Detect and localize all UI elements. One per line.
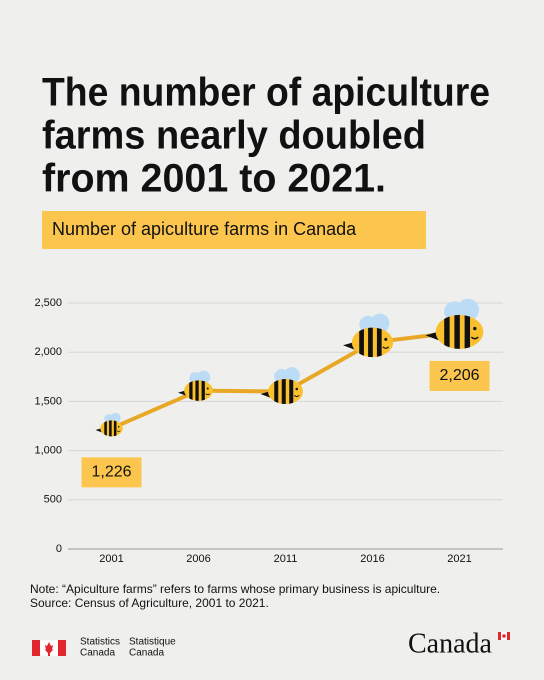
bee-stripe (189, 380, 193, 401)
bee-eye (117, 425, 120, 428)
x-tick-label: 2021 (447, 553, 471, 565)
bee-marker (95, 412, 123, 437)
bee-stinger (343, 342, 355, 350)
y-tick-label: 500 (44, 494, 62, 506)
flag (32, 640, 66, 656)
bee-stripe (359, 327, 364, 358)
bee-stripe (289, 379, 294, 405)
bee-eye (295, 387, 298, 391)
bee-stripe (444, 314, 450, 349)
bee-eye (473, 326, 477, 331)
chart-title: from 2001 to 2021. (42, 157, 386, 201)
bee-stripe (195, 380, 199, 401)
bee-marker (178, 370, 213, 401)
bee-smile (382, 346, 390, 349)
subtitle: Number of apiculture farms in Canada (52, 219, 357, 239)
bee-eye (384, 337, 388, 341)
x-tick-label: 2001 (99, 553, 123, 565)
bee-stripe (104, 420, 107, 437)
bee-stinger (260, 391, 271, 398)
footer-fr: Statistique (129, 637, 176, 648)
value-label-box (429, 360, 490, 391)
wordmark-flag (498, 632, 510, 640)
bee-marker (260, 367, 303, 405)
bee-stripe (109, 420, 112, 437)
x-tick-label: 2011 (274, 553, 298, 565)
footer-fr: Canada (129, 648, 164, 659)
bee-stripe (201, 380, 205, 401)
bee-marker (343, 313, 394, 358)
y-tick-label: 1,000 (34, 445, 62, 457)
wordmark: Canada (408, 628, 493, 659)
bee-stripe (464, 314, 471, 349)
bee-stripe (113, 420, 117, 437)
note: Note: “Apiculture farms” refers to farms… (30, 582, 440, 596)
value-label: 1,226 (91, 464, 131, 481)
value-label-box (81, 457, 142, 488)
y-tick-label: 2,000 (34, 346, 62, 358)
footer-en: Statistics (80, 637, 120, 648)
value-label: 2,206 (439, 367, 479, 384)
bee-eye (206, 387, 209, 390)
bee-stripe (281, 379, 286, 405)
bee-smile (470, 336, 479, 340)
y-tick-label: 2,500 (34, 297, 62, 309)
subtitle-box (42, 211, 426, 249)
chart-title: The number of apiculture (42, 71, 490, 115)
bee-stinger (178, 390, 187, 396)
bee-smile (293, 394, 300, 398)
y-tick-label: 0 (56, 543, 62, 555)
y-tick-label: 1,500 (34, 395, 62, 407)
footer-en: Canada (80, 648, 115, 659)
bee-smile (205, 393, 211, 396)
source: Source: Census of Agriculture, 2001 to 2… (30, 596, 269, 610)
bee-stripe (274, 379, 279, 405)
bee-marker (425, 298, 484, 349)
chart-title: farms nearly doubled (42, 114, 426, 158)
bee-stripe (368, 327, 373, 358)
x-tick-label: 2016 (360, 553, 384, 565)
bee-stinger (95, 428, 102, 433)
bee-stinger (425, 331, 440, 341)
x-tick-label: 2006 (186, 553, 210, 565)
bee-stripe (376, 327, 382, 358)
bee-smile (116, 430, 121, 432)
bee-stripe (454, 314, 460, 349)
